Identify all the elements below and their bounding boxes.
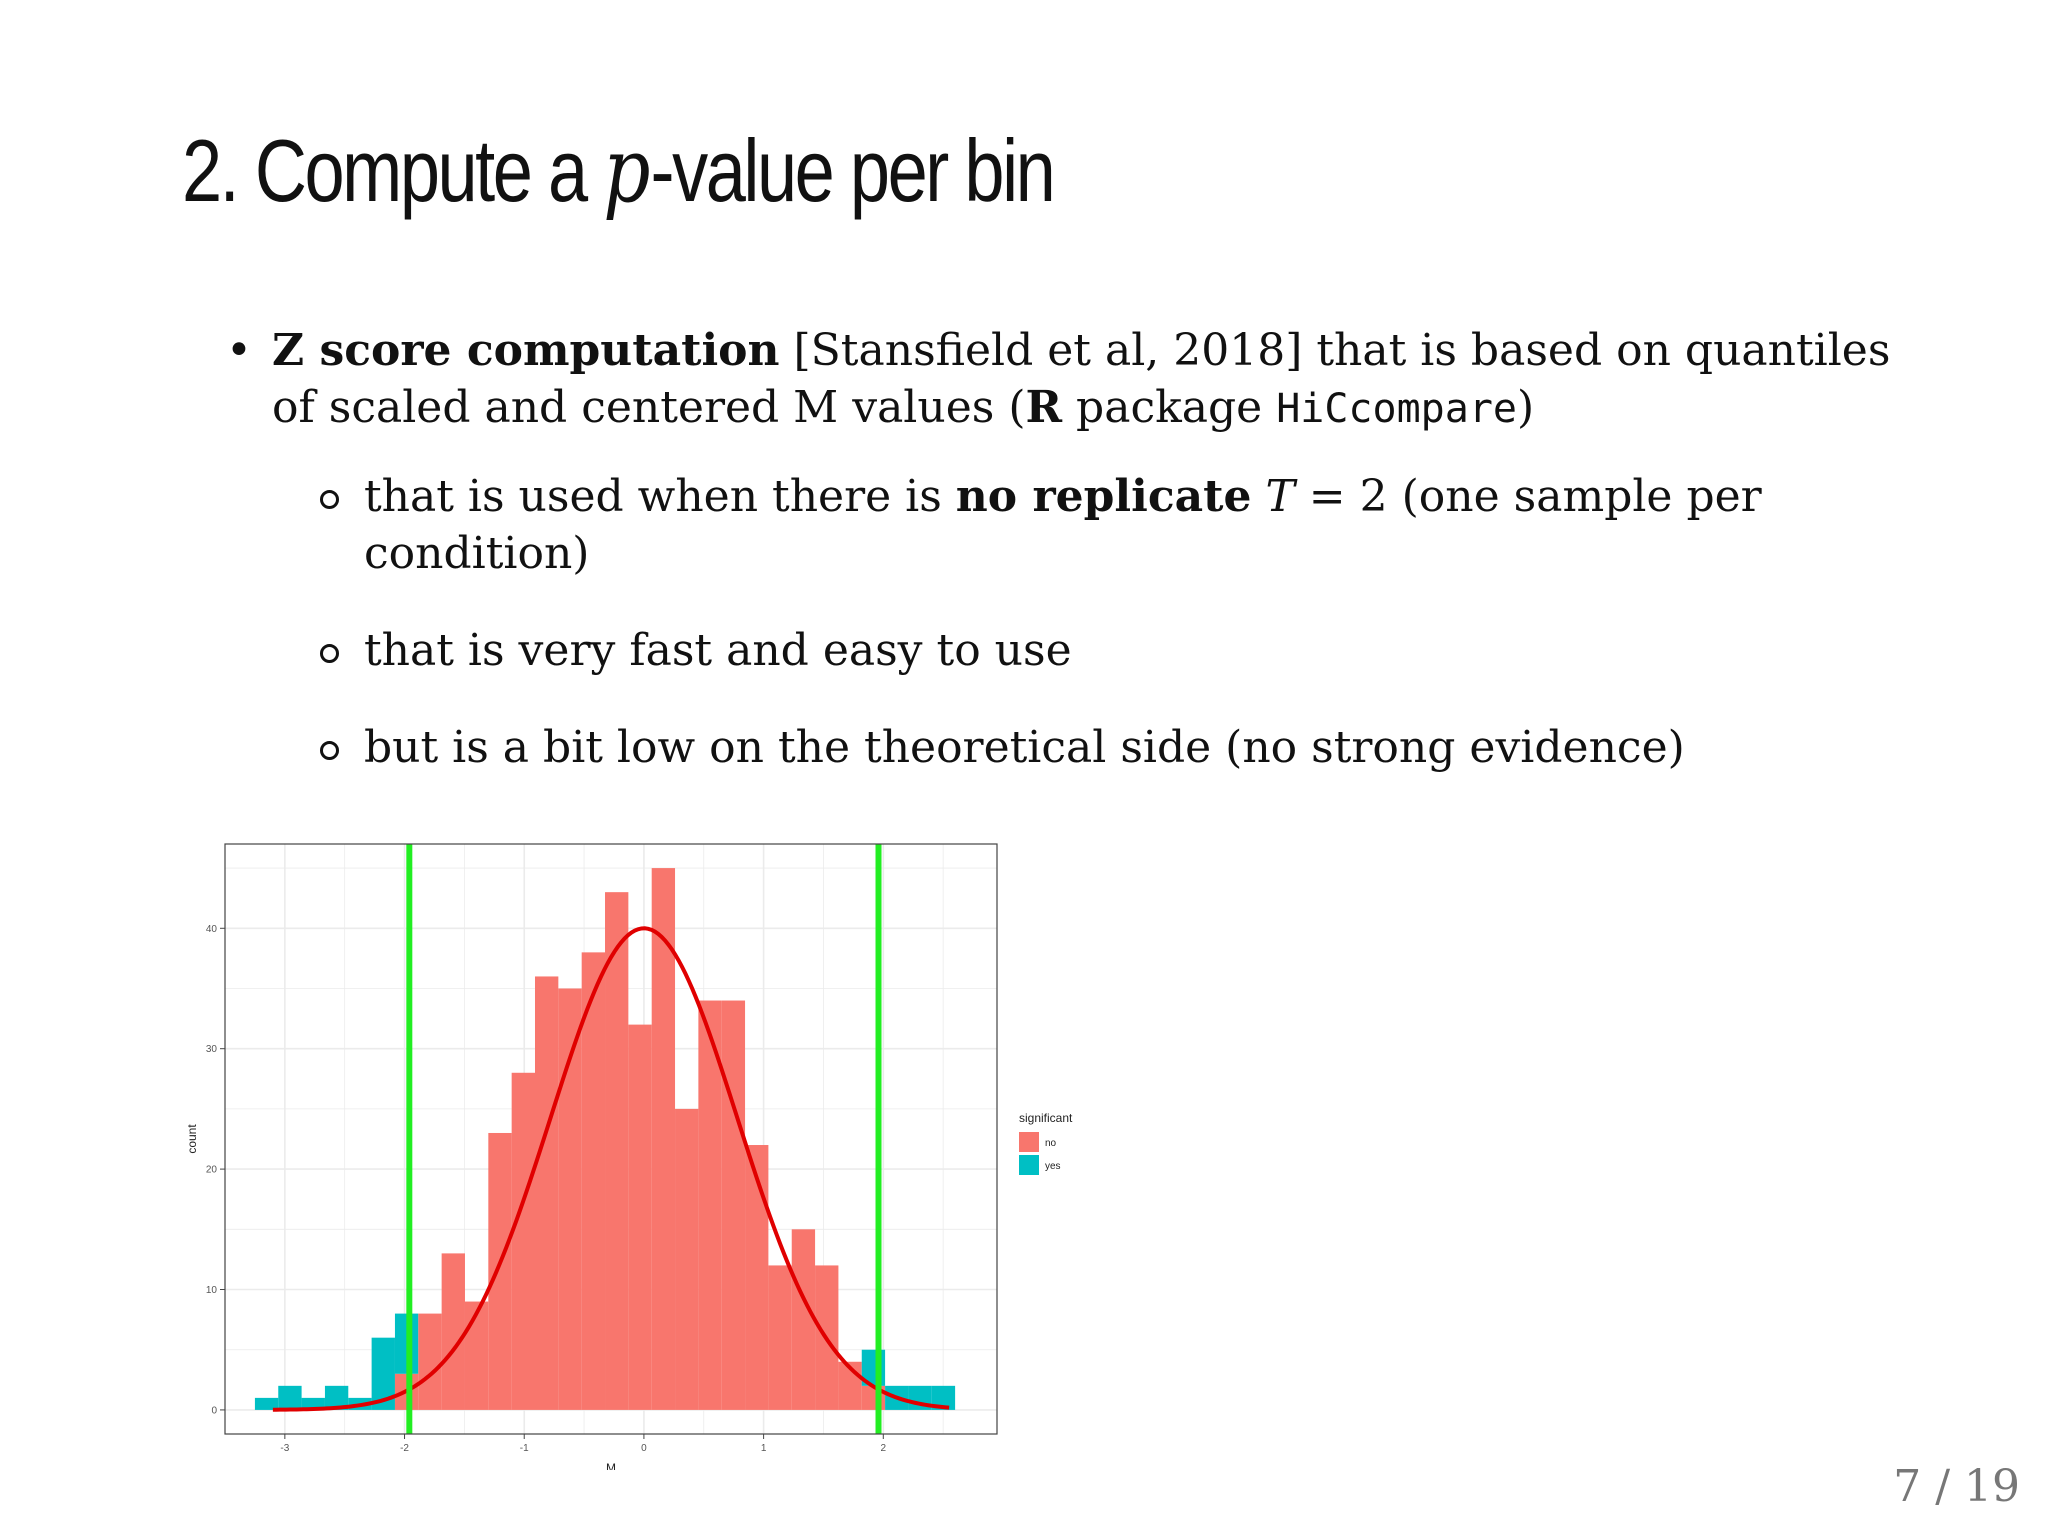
legend-swatch-no — [1019, 1132, 1039, 1152]
y-tick-label: 10 — [206, 1285, 218, 1296]
legend-swatch-yes — [1019, 1155, 1039, 1175]
sub-bullet-fast: that is very fast and easy to use — [320, 622, 1912, 679]
legend-title: significant — [1019, 1111, 1073, 1125]
bar-no — [558, 988, 582, 1410]
y-tick-label: 40 — [206, 924, 218, 935]
bullet-z-score: Z score computation [Stansfield et al, 2… — [226, 322, 1912, 776]
bar-no — [464, 1301, 489, 1410]
normal-curve-line — [272, 926, 950, 1412]
threshold-lines — [406, 844, 882, 1434]
bar-no — [534, 976, 559, 1410]
bar-no — [745, 1145, 769, 1410]
y-axis-title: count — [185, 1124, 199, 1154]
bullet1-text1: [Stansfield et al, 2018] that is based o… — [272, 325, 1891, 433]
bar-no — [675, 1108, 699, 1410]
bar-no — [441, 1253, 465, 1410]
x-tick-label: -2 — [400, 1443, 409, 1454]
title-post: -value per bin — [650, 121, 1056, 220]
x-tick-label: 2 — [881, 1443, 887, 1454]
slide-title: 2. Compute a p-value per bin — [182, 118, 1056, 223]
bar-yes — [931, 1385, 956, 1410]
legend: significant no yes — [1019, 1111, 1073, 1175]
y-tick-label: 20 — [206, 1165, 218, 1176]
x-tick-label: -1 — [520, 1443, 529, 1454]
x-tick-label: 1 — [761, 1443, 767, 1454]
bar-yes — [254, 1397, 279, 1410]
sub-bullet-no-replicate: that is used when there is no replicate … — [320, 468, 1912, 582]
bullet1-text2: package — [1062, 382, 1277, 433]
bar-yes — [371, 1337, 395, 1410]
y-tick-label: 0 — [211, 1405, 217, 1416]
sub-bullet-list: that is used when there is no replicate … — [272, 468, 1912, 776]
bar-no — [418, 1313, 442, 1410]
page-number: 7 / 19 — [1893, 1461, 2020, 1512]
sub1-text2: (one sample per condition) — [364, 471, 1762, 579]
normal-curve — [272, 926, 950, 1412]
bar-no — [721, 1000, 746, 1410]
bullet1-code: HiCcompare — [1276, 386, 1518, 432]
bar-yes — [278, 1385, 302, 1410]
bar-no — [651, 868, 676, 1410]
y-tick-label: 30 — [206, 1044, 218, 1055]
x-tick-label: 0 — [641, 1443, 647, 1454]
legend-label-no: no — [1045, 1138, 1057, 1149]
bullet-list: Z score computation [Stansfield et al, 2… — [220, 322, 1912, 816]
plot-border — [224, 843, 998, 1435]
bar-yes — [324, 1385, 349, 1410]
histogram-bars — [254, 868, 956, 1410]
bar-no — [581, 952, 606, 1410]
title-pre: 2. Compute a — [182, 121, 604, 220]
sub-bullet-theoretical: but is a bit low on the theoretical side… — [320, 719, 1912, 776]
bullet1-text3: ) — [1517, 382, 1535, 433]
sub1-math-t: T — [1265, 471, 1295, 522]
bullet1-bold: Z score computation — [272, 325, 780, 376]
bar-no — [698, 1000, 722, 1410]
sub1-bold: no replicate — [955, 471, 1252, 522]
bar-no — [768, 1265, 792, 1410]
bar-no — [488, 1132, 512, 1410]
bar-no — [791, 1229, 816, 1410]
x-tick-label: -3 — [280, 1443, 289, 1454]
legend-label-yes: yes — [1045, 1161, 1061, 1172]
sub1-text1: that is used when there is — [364, 471, 956, 522]
title-math-p: p — [603, 118, 651, 223]
sub1-math-eq: = 2 — [1294, 471, 1388, 522]
bar-no — [628, 1024, 652, 1410]
bar-no — [511, 1072, 535, 1410]
bullet1-bold-r: R — [1025, 382, 1063, 433]
bar-no — [605, 892, 629, 1410]
x-axis-title: M — [606, 1461, 616, 1470]
